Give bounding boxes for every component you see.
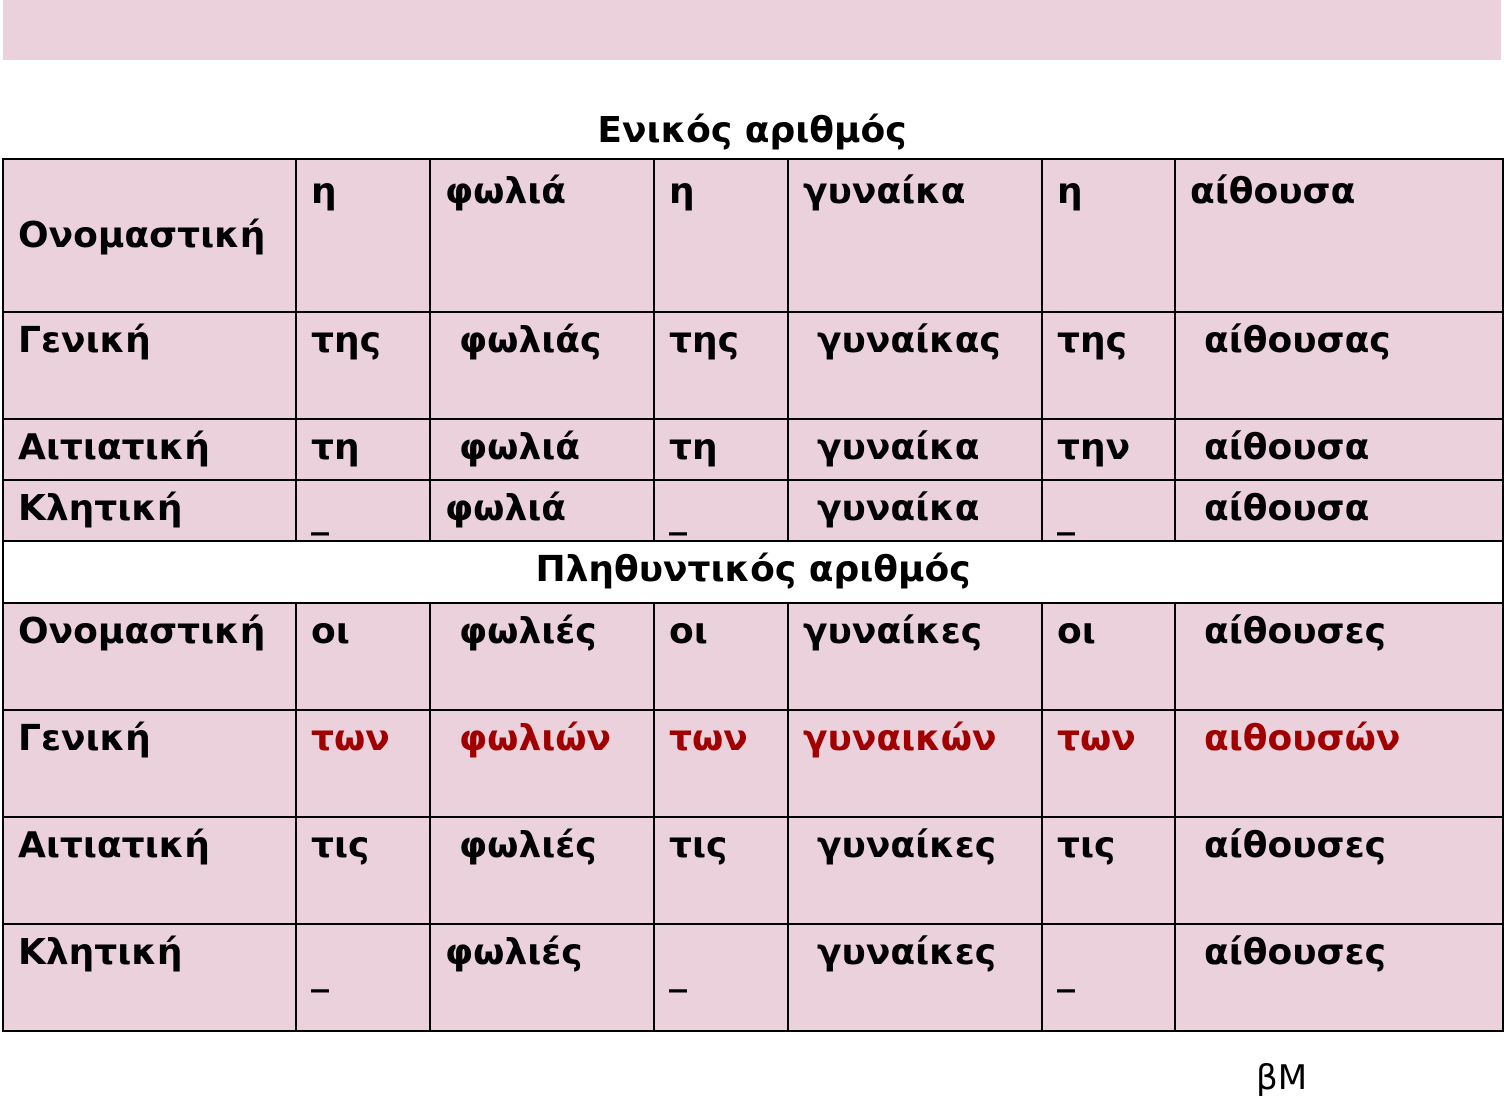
- case-label: Αιτιατική: [2, 816, 297, 925]
- noun-cell: φωλιές: [429, 602, 655, 711]
- article-cell: η: [1041, 158, 1176, 313]
- dash-cell: _: [295, 479, 431, 542]
- plural-heading-row: Πληθυντικός αριθμός: [2, 540, 1504, 604]
- noun-cell: γυναίκες: [787, 923, 1043, 1032]
- noun-cell: αίθουσες: [1174, 816, 1504, 925]
- article-cell: των: [1041, 709, 1176, 818]
- header-band: [3, 0, 1501, 60]
- noun-cell: γυναίκες: [787, 816, 1043, 925]
- article-cell: τις: [653, 816, 789, 925]
- article-cell: των: [653, 709, 789, 818]
- case-label: Ονομαστική: [2, 158, 297, 313]
- table-row: Κλητική _ φωλιά _ γυναίκα _ αίθουσα: [2, 479, 1504, 542]
- noun-cell: φωλιές: [429, 816, 655, 925]
- dash-cell: _: [295, 923, 431, 1032]
- noun-cell: αίθουσα: [1174, 418, 1504, 481]
- article-cell: των: [295, 709, 431, 818]
- noun-cell: γυναίκα: [787, 479, 1043, 542]
- noun-cell: φωλιές: [429, 923, 655, 1032]
- table-row: Ονομαστική οι φωλιές οι γυναίκες οι αίθο…: [2, 602, 1504, 711]
- case-label: Αιτιατική: [2, 418, 297, 481]
- case-label: Ονομαστική: [2, 602, 297, 711]
- noun-cell: γυναίκα: [787, 418, 1043, 481]
- noun-cell: φωλιά: [429, 479, 655, 542]
- article-cell: τη: [653, 418, 789, 481]
- table-row: Αιτιατική τις φωλιές τις γυναίκες τις αί…: [2, 816, 1504, 925]
- noun-cell: γυναίκας: [787, 311, 1043, 420]
- case-label: Γενική: [2, 311, 297, 420]
- table-row: Γενική της φωλιάς της γυναίκας της αίθου…: [2, 311, 1504, 420]
- table-row: Αιτιατική τη φωλιά τη γυναίκα την αίθουσ…: [2, 418, 1504, 481]
- noun-cell: γυναίκα: [787, 158, 1043, 313]
- article-cell: οι: [653, 602, 789, 711]
- dash-cell: _: [1041, 923, 1176, 1032]
- dash-cell: _: [653, 479, 789, 542]
- noun-cell: φωλιά: [429, 158, 655, 313]
- noun-cell: αίθουσες: [1174, 923, 1504, 1032]
- noun-cell: γυναικών: [787, 709, 1043, 818]
- noun-cell: αίθουσας: [1174, 311, 1504, 420]
- article-cell: η: [295, 158, 431, 313]
- article-cell: οι: [1041, 602, 1176, 711]
- dash-cell: _: [653, 923, 789, 1032]
- case-label: Γενική: [2, 709, 297, 818]
- article-cell: οι: [295, 602, 431, 711]
- declension-table: Ονομαστική η φωλιά η γυναίκα η αίθουσα Γ…: [2, 158, 1504, 1032]
- noun-cell: γυναίκες: [787, 602, 1043, 711]
- article-cell: η: [653, 158, 789, 313]
- noun-cell: αιθουσών: [1174, 709, 1504, 818]
- article-cell: της: [653, 311, 789, 420]
- noun-cell: αίθουσα: [1174, 479, 1504, 542]
- noun-cell: φωλιών: [429, 709, 655, 818]
- noun-cell: φωλιά: [429, 418, 655, 481]
- case-label: Κλητική: [2, 479, 297, 542]
- article-cell: της: [1041, 311, 1176, 420]
- article-cell: τη: [295, 418, 431, 481]
- table-row: Ονομαστική η φωλιά η γυναίκα η αίθουσα: [2, 158, 1504, 313]
- plural-title: Πληθυντικός αριθμός: [2, 540, 1504, 604]
- case-label: Κλητική: [2, 923, 297, 1032]
- article-cell: τις: [1041, 816, 1176, 925]
- dash-cell: _: [1041, 479, 1176, 542]
- noun-cell: φωλιάς: [429, 311, 655, 420]
- article-cell: τις: [295, 816, 431, 925]
- table-row: Γενική των φωλιών των γυναικών των αιθου…: [2, 709, 1504, 818]
- table-row: Κλητική _ φωλιές _ γυναίκες _ αίθουσες: [2, 923, 1504, 1032]
- noun-cell: αίθουσες: [1174, 602, 1504, 711]
- singular-title: Ενικός αριθμός: [597, 110, 907, 151]
- article-cell: της: [295, 311, 431, 420]
- footer-mark: βΜ: [1256, 1058, 1308, 1098]
- noun-cell: αίθουσα: [1174, 158, 1504, 313]
- article-cell: την: [1041, 418, 1176, 481]
